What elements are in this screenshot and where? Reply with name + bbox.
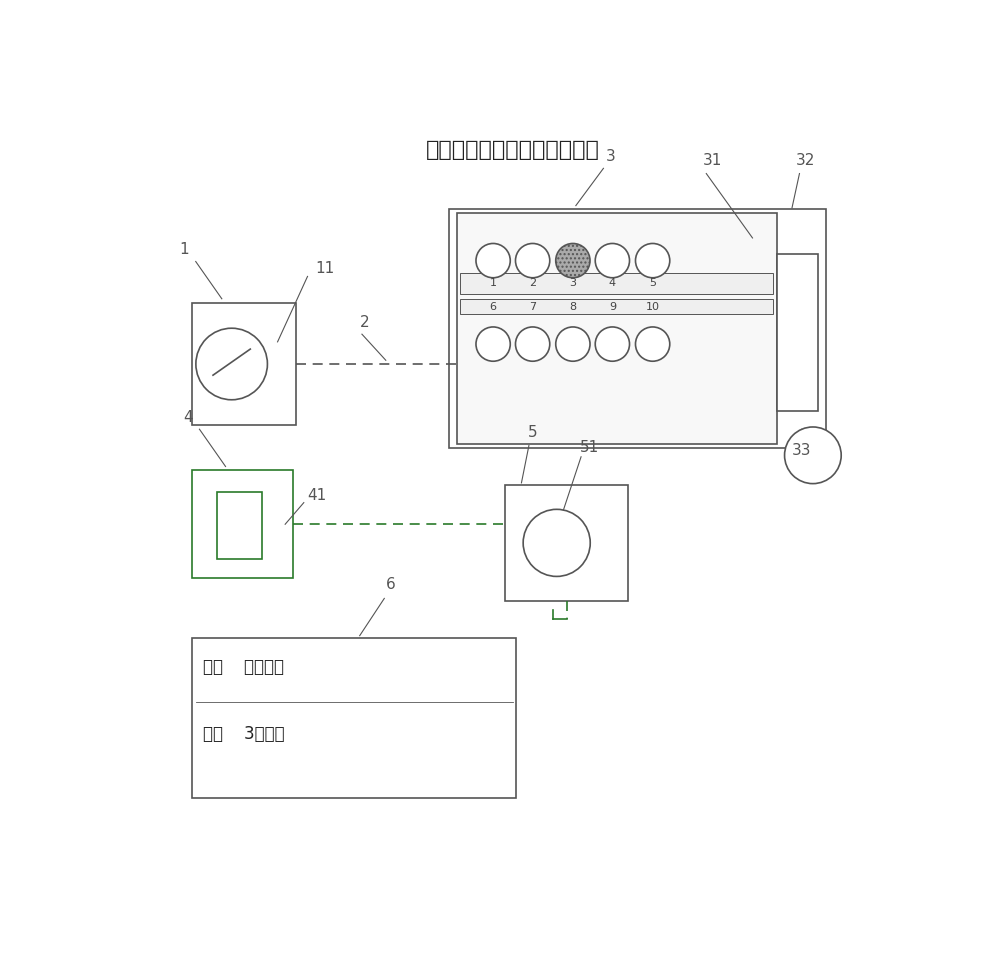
Bar xyxy=(777,254,818,410)
Text: 7: 7 xyxy=(529,301,536,312)
Circle shape xyxy=(556,327,590,361)
Text: 8: 8 xyxy=(569,301,576,312)
Text: 3: 3 xyxy=(606,149,615,164)
Text: 51: 51 xyxy=(580,439,599,455)
Text: 3: 3 xyxy=(569,278,576,288)
Circle shape xyxy=(523,509,590,576)
Bar xyxy=(449,209,826,448)
Text: 31: 31 xyxy=(703,153,722,167)
Circle shape xyxy=(595,244,630,278)
Text: 11: 11 xyxy=(315,260,334,276)
Text: 33: 33 xyxy=(792,443,812,458)
Text: 41: 41 xyxy=(308,489,327,503)
Circle shape xyxy=(476,244,510,278)
Text: 10: 10 xyxy=(646,301,660,312)
Bar xyxy=(192,638,516,799)
Bar xyxy=(192,470,293,578)
Circle shape xyxy=(556,244,590,278)
Circle shape xyxy=(476,327,510,361)
Text: 2: 2 xyxy=(360,315,369,330)
Text: 6: 6 xyxy=(490,301,497,312)
Circle shape xyxy=(785,427,841,484)
Bar xyxy=(217,492,262,559)
Text: 4: 4 xyxy=(609,278,616,288)
Text: 9: 9 xyxy=(609,301,616,312)
Circle shape xyxy=(635,244,670,278)
Text: 1: 1 xyxy=(490,278,497,288)
Bar xyxy=(460,273,773,294)
Text: 新型智能化医护人员定位系统: 新型智能化医护人员定位系统 xyxy=(426,139,599,160)
Circle shape xyxy=(595,327,630,361)
Circle shape xyxy=(196,328,267,400)
Circle shape xyxy=(635,327,670,361)
Text: 2: 2 xyxy=(529,278,536,288)
Bar xyxy=(457,213,777,444)
Text: 6: 6 xyxy=(386,578,396,592)
Text: 32: 32 xyxy=(796,153,815,167)
Text: 王敏    3号病房: 王敏 3号病房 xyxy=(203,725,285,743)
Bar xyxy=(505,485,628,600)
Text: 姓名    当前位置: 姓名 当前位置 xyxy=(203,658,284,676)
Text: 4: 4 xyxy=(183,409,193,425)
Text: 5: 5 xyxy=(527,425,537,439)
Text: 1: 1 xyxy=(180,242,189,257)
Bar xyxy=(460,299,773,315)
Circle shape xyxy=(515,327,550,361)
Circle shape xyxy=(515,244,550,278)
Text: 5: 5 xyxy=(649,278,656,288)
Bar xyxy=(192,302,296,426)
